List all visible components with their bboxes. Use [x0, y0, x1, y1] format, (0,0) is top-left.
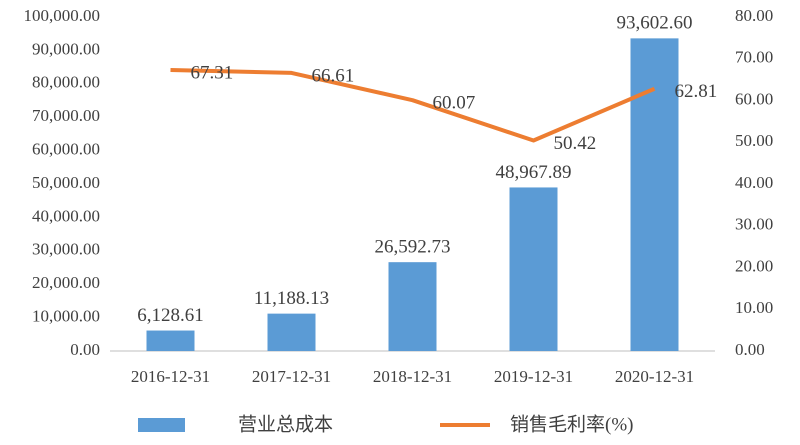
- y2-tick-label: 40.00: [735, 173, 773, 192]
- y2-tick-label: 10.00: [735, 298, 773, 317]
- data-label: 48,967.89: [496, 162, 572, 183]
- data-label: 66.61: [312, 65, 355, 86]
- y2-tick-label: 60.00: [735, 89, 773, 108]
- y2-tick-label: 20.00: [735, 256, 773, 275]
- y-tick-label: 0.00: [70, 340, 100, 359]
- data-label: 62.81: [675, 81, 718, 102]
- y-tick-label: 10,000.00: [32, 307, 100, 326]
- data-label: 67.31: [191, 62, 234, 83]
- y-tick-label: 20,000.00: [32, 273, 100, 292]
- data-label: 26,592.73: [375, 237, 451, 258]
- legend-label: 销售毛利率(%): [510, 413, 633, 435]
- data-label: 11,188.13: [254, 288, 329, 309]
- bar: [146, 330, 195, 351]
- line: [170, 67, 656, 143]
- x-tick-label: 2018-12-31: [373, 367, 452, 386]
- x-tick-label: 2020-12-31: [615, 367, 694, 386]
- y-tick-label: 30,000.00: [32, 240, 100, 259]
- y2-tick-label: 30.00: [735, 215, 773, 234]
- legend-swatch: [138, 418, 185, 432]
- y2-tick-label: 50.00: [735, 131, 773, 150]
- data-label: 50.42: [554, 133, 597, 154]
- legend-label: 营业总成本: [238, 413, 333, 435]
- data-label: 60.07: [433, 93, 476, 114]
- y2-tick-label: 0.00: [735, 340, 765, 359]
- bar: [630, 38, 679, 352]
- y-tick-label: 70,000.00: [32, 106, 100, 125]
- x-tick-label: 2017-12-31: [252, 367, 331, 386]
- y-tick-label: 40,000.00: [32, 206, 100, 225]
- y2-tick-label: 80.00: [735, 6, 773, 25]
- bar: [509, 187, 558, 351]
- data-label: 6,128.61: [137, 305, 204, 326]
- y2-tick-label: 70.00: [735, 48, 773, 67]
- y-tick-label: 50,000.00: [32, 173, 100, 192]
- data-label: 93,602.60: [617, 13, 693, 34]
- y-tick-label: 100,000.00: [24, 6, 101, 25]
- x-tick-label: 2016-12-31: [131, 367, 210, 386]
- y-tick-label: 80,000.00: [32, 73, 100, 92]
- bar: [388, 262, 437, 351]
- y-tick-label: 60,000.00: [32, 140, 100, 159]
- bar: [267, 313, 316, 351]
- x-tick-label: 2019-12-31: [494, 367, 573, 386]
- y-tick-label: 90,000.00: [32, 39, 100, 58]
